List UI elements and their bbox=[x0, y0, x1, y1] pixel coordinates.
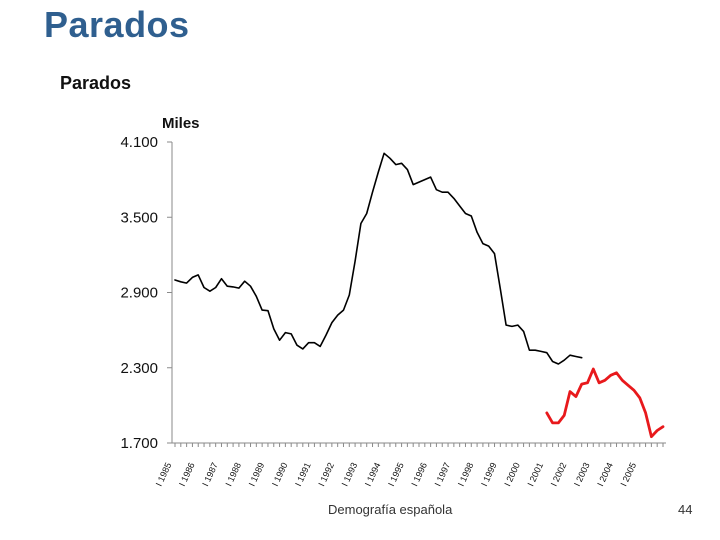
x-tick-label: I 1986 bbox=[177, 461, 197, 488]
series-line-new bbox=[545, 367, 665, 439]
x-tick-label: I 2000 bbox=[502, 461, 522, 488]
x-axis: I 1985 I 1986 I 1987 I 1988 I 1989 I 1990 I 19… bbox=[154, 442, 666, 488]
x-tick-label: I 1996 bbox=[409, 461, 429, 488]
x-tick-label: I 1987 bbox=[200, 461, 220, 488]
x-tick-label: I 1992 bbox=[316, 461, 336, 488]
x-tick-label: I 1991 bbox=[293, 461, 313, 488]
y-axis-unit-label: Miles bbox=[162, 115, 200, 132]
series-line-previous bbox=[174, 152, 583, 365]
y-tick-label: 2.900 bbox=[120, 285, 158, 302]
x-tick-label: I 2004 bbox=[595, 461, 615, 488]
y-tick-label: 1.700 bbox=[120, 435, 158, 452]
x-tick-label: I 1998 bbox=[456, 461, 476, 488]
x-tick-label: I 1997 bbox=[433, 461, 453, 488]
y-tick-label: 2.300 bbox=[120, 360, 158, 377]
y-axis: 1.700 2.300 2.900 3.500 4.100 bbox=[120, 134, 173, 452]
x-tick-label: I 1989 bbox=[247, 461, 267, 488]
x-tick-label: I 2003 bbox=[572, 461, 592, 488]
x-tick-label: I 1990 bbox=[270, 461, 290, 488]
x-tick-label: I 2005 bbox=[619, 461, 639, 488]
slide-title: Parados bbox=[44, 4, 190, 45]
chart-title: Parados bbox=[60, 73, 132, 93]
page-number: 44 bbox=[678, 502, 693, 517]
y-tick-label: 4.100 bbox=[120, 134, 158, 151]
x-tick-label: I 1985 bbox=[154, 461, 174, 488]
x-tick-label: I 2001 bbox=[526, 461, 546, 488]
footer-text: Demografía española bbox=[328, 502, 453, 517]
x-tick-label: I 1999 bbox=[479, 461, 499, 488]
x-tick-label: I 1994 bbox=[363, 461, 383, 488]
x-tick-label: I 1993 bbox=[340, 461, 360, 488]
x-tick-label: I 2002 bbox=[549, 461, 569, 488]
y-tick-label: 3.500 bbox=[120, 209, 158, 226]
series-lines bbox=[174, 152, 665, 439]
x-tick-label: I 1995 bbox=[386, 461, 406, 488]
x-tick-label: I 1988 bbox=[223, 461, 243, 488]
